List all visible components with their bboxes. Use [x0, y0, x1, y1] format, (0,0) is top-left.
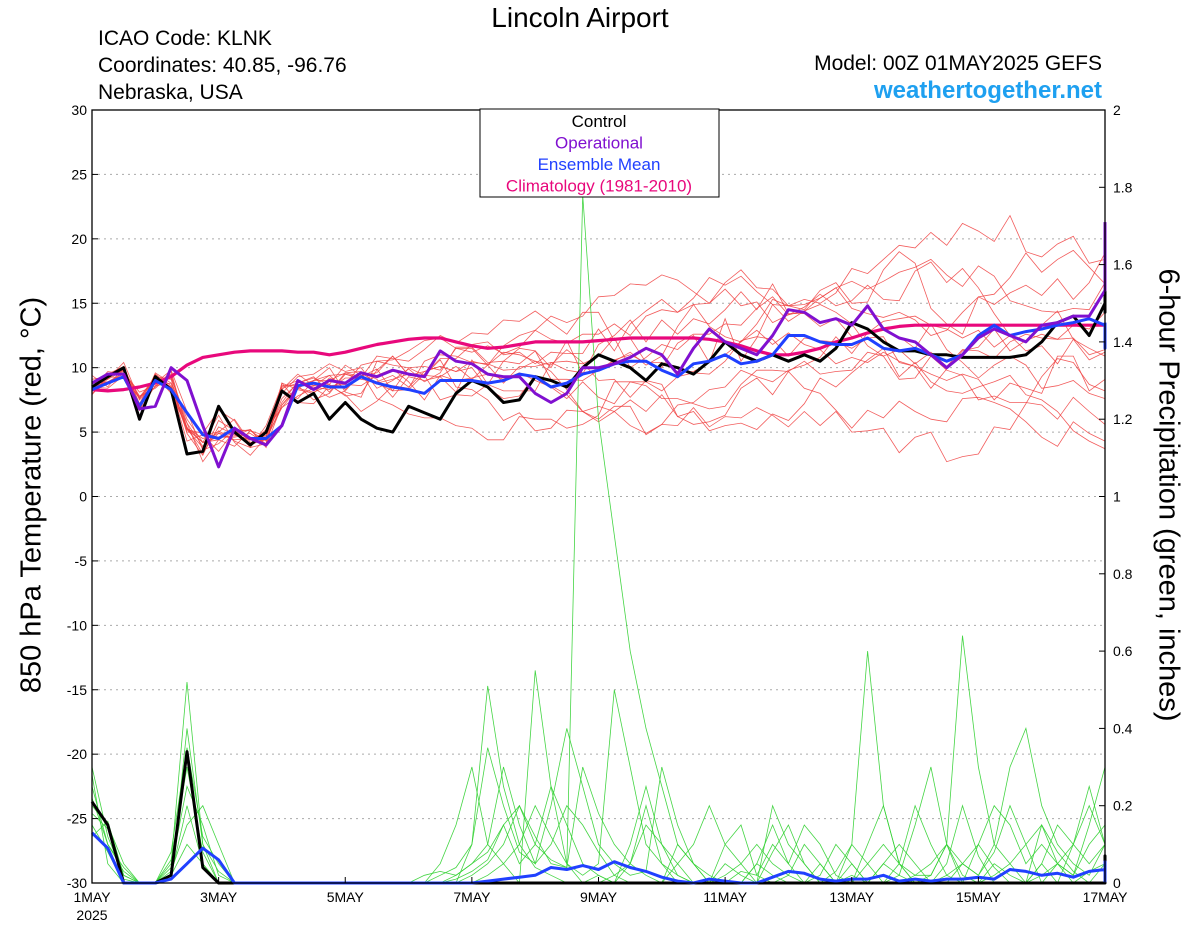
temp-operational-line: [91, 222, 1107, 469]
precip-member-line: [91, 689, 1106, 884]
region: Nebraska, USA: [98, 81, 243, 104]
precip-member-line: [91, 681, 1106, 884]
x-tick-label: 3MAY: [200, 889, 238, 905]
legend-entry: Climatology (1981-2010): [506, 177, 692, 196]
right-tick-label: 0.6: [1113, 643, 1133, 659]
left-tick-label: 15: [71, 295, 87, 311]
grid-lines: [92, 173, 1105, 820]
legend-entry: Operational: [555, 134, 643, 153]
left-tick-label: -20: [67, 746, 87, 762]
temp-member-line: [91, 351, 1106, 453]
axes: 302520151050-5-10-15-20-25-3021.81.61.41…: [67, 102, 1133, 923]
precip-member-line: [91, 194, 1106, 884]
temp-control-line: [91, 259, 1107, 456]
left-tick-label: 5: [79, 424, 87, 440]
right-tick-label: 1: [1113, 489, 1121, 505]
main-series: [90, 222, 1107, 885]
temp-member-line: [91, 258, 1106, 449]
precip-members: [91, 194, 1106, 885]
temp-member-line: [91, 214, 1106, 451]
left-tick-label: -25: [67, 811, 87, 827]
right-tick-label: 0: [1113, 875, 1121, 891]
model-run: Model: 00Z 01MAY2025 GEFS: [814, 52, 1102, 75]
temp-climatology--line: [91, 323, 1105, 393]
right-tick-label: 1.4: [1113, 334, 1133, 350]
left-tick-label: 20: [71, 231, 87, 247]
legend-entry: Ensemble Mean: [538, 155, 661, 174]
left-tick-label: -30: [67, 875, 87, 891]
right-tick-label: 0.4: [1113, 720, 1133, 736]
x-tick-label: 9MAY: [580, 889, 618, 905]
x-tick-label: 1MAY: [73, 889, 111, 905]
left-tick-label: -10: [67, 617, 87, 633]
site-link[interactable]: weathertogether.net: [873, 77, 1102, 104]
icao-code: ICAO Code: KLNK: [98, 27, 272, 50]
coordinates: Coordinates: 40.85, -96.76: [98, 54, 347, 77]
legend-box: [479, 108, 720, 198]
temp-member-line: [91, 249, 1106, 456]
x-tick-label: 13MAY: [829, 889, 875, 905]
x-tick-label: 7MAY: [453, 889, 491, 905]
right-tick-label: 1.6: [1113, 257, 1133, 273]
right-tick-label: 1.2: [1113, 411, 1133, 427]
x-tick-label: 15MAY: [956, 889, 1002, 905]
legend: Control Operational Ensemble Mean Climatolo…: [479, 108, 720, 198]
temp-member-line: [91, 275, 1106, 441]
x-tick-label: 11MAY: [703, 889, 747, 905]
right-tick-label: 0.8: [1113, 566, 1133, 582]
left-tick-label: -15: [67, 682, 87, 698]
right-tick-label: 2: [1113, 102, 1121, 118]
chart-title: Lincoln Airport: [491, 2, 669, 33]
temp-member-line: [91, 355, 1106, 463]
left-tick-label: -5: [75, 553, 88, 569]
right-tick-label: 1.8: [1113, 179, 1133, 195]
right-tick-label: 0.2: [1113, 798, 1133, 814]
legend-entry: Control: [572, 112, 627, 131]
temp-member-line: [91, 347, 1106, 489]
left-tick-label: 10: [71, 360, 87, 376]
left-tick-label: 0: [79, 489, 87, 505]
x-tick-label: 17MAY: [1083, 889, 1129, 905]
x-tick-sublabel: 2025: [76, 907, 107, 923]
precip-member-line: [91, 651, 1106, 885]
left-tick-label: 25: [71, 166, 87, 182]
left-tick-label: 30: [71, 102, 87, 118]
x-tick-label: 5MAY: [327, 889, 365, 905]
